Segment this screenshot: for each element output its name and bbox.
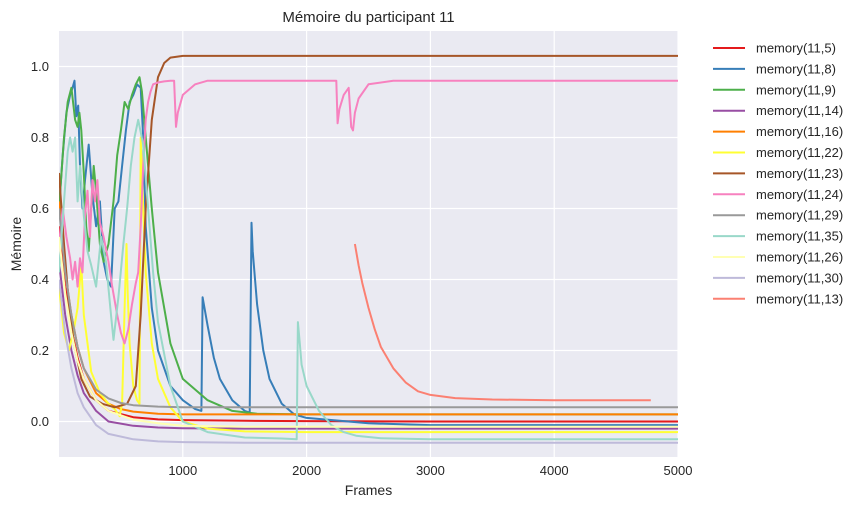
series-line-7 bbox=[59, 79, 678, 345]
legend-label: memory(11,24) bbox=[756, 187, 843, 202]
series-lines bbox=[59, 54, 678, 444]
y-tick-label: 0.6 bbox=[31, 201, 49, 216]
legend: memory(11,5) memory(11,8) memory(11,9) memo… bbox=[713, 41, 843, 306]
series-line-2 bbox=[59, 76, 678, 416]
series-line-12 bbox=[353, 243, 651, 402]
y-tick-label: 0.0 bbox=[31, 414, 49, 429]
series-line-5 bbox=[59, 136, 678, 434]
chart-title: Mémoire du participant 11 bbox=[282, 9, 454, 26]
legend-label: memory(11,30) bbox=[756, 270, 843, 285]
legend-label: memory(11,26) bbox=[756, 250, 843, 265]
legend-label: memory(11,35) bbox=[756, 229, 843, 244]
x-tick-label: 4000 bbox=[540, 463, 569, 478]
series-line-8 bbox=[59, 208, 678, 409]
legend-label: memory(11,13) bbox=[756, 291, 843, 306]
legend-label: memory(11,5) bbox=[756, 41, 836, 56]
legend-label: memory(11,29) bbox=[756, 208, 843, 223]
legend-label: memory(11,16) bbox=[756, 124, 843, 139]
legend-label: memory(11,9) bbox=[756, 82, 836, 97]
x-tick-label: 5000 bbox=[664, 463, 693, 478]
legend-label: memory(11,8) bbox=[756, 61, 836, 76]
y-tick-label: 0.2 bbox=[31, 343, 49, 358]
legend-label: memory(11,22) bbox=[756, 145, 843, 160]
x-tick-label: 1000 bbox=[168, 463, 197, 478]
y-tick-label: 0.8 bbox=[31, 130, 49, 145]
y-axis-label: Mémoire bbox=[8, 217, 24, 272]
grid bbox=[59, 31, 679, 457]
series-line-11 bbox=[59, 279, 678, 444]
y-tick-label: 1.0 bbox=[31, 59, 49, 74]
y-tick-labels: 0.0 0.2 0.4 0.6 0.8 1.0 bbox=[31, 59, 49, 429]
y-tick-label: 0.4 bbox=[31, 272, 49, 287]
x-tick-label: 3000 bbox=[416, 463, 445, 478]
x-tick-labels: 1000 2000 3000 4000 5000 bbox=[168, 463, 692, 478]
series-line-10 bbox=[59, 236, 678, 428]
legend-label: memory(11,14) bbox=[756, 103, 843, 118]
x-tick-label: 2000 bbox=[292, 463, 321, 478]
series-line-9 bbox=[59, 118, 678, 441]
legend-label: memory(11,23) bbox=[756, 166, 843, 181]
x-axis-label: Frames bbox=[345, 482, 392, 498]
